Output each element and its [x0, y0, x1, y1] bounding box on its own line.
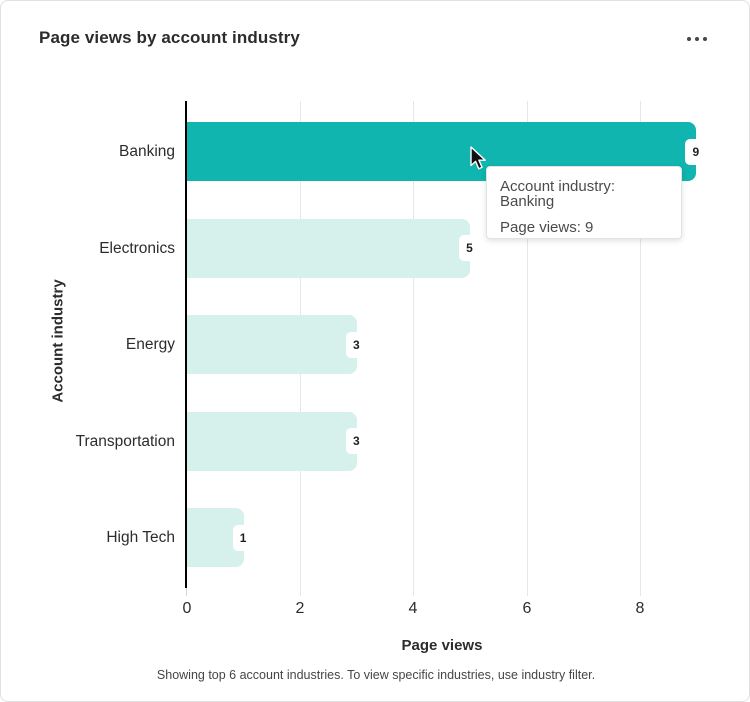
- y-category-label: Energy: [125, 336, 175, 354]
- more-options-button[interactable]: [681, 27, 713, 51]
- x-tick-label: 8: [635, 600, 645, 617]
- bar-electronics[interactable]: [187, 218, 470, 278]
- bar-energy[interactable]: [187, 315, 357, 375]
- chart-footnote: Showing top 6 account industries. To vie…: [156, 668, 596, 682]
- ellipsis-icon: [695, 37, 699, 41]
- y-category-label: Banking: [118, 143, 175, 160]
- x-tick-label: 0: [182, 600, 192, 617]
- x-tick-label: 6: [522, 600, 532, 617]
- bar-value-label: 1: [232, 524, 254, 551]
- bar-transportation[interactable]: [187, 411, 357, 471]
- x-tick-label: 2: [295, 600, 305, 617]
- axis-tick: [186, 588, 187, 596]
- y-category-label: Electronics: [99, 239, 175, 257]
- bar-value-label: 9: [685, 138, 707, 165]
- ellipsis-icon: [703, 37, 707, 41]
- chart-tooltip: Account industry: Banking Page views: 9: [486, 166, 682, 239]
- bar-value-label: 3: [345, 428, 367, 455]
- ellipsis-icon: [687, 37, 691, 41]
- mouse-cursor-icon: [470, 146, 486, 170]
- gridline: [526, 101, 528, 596]
- page-title: Page views by account industry: [39, 28, 300, 47]
- gridline: [639, 101, 641, 596]
- y-category-label: Transportation: [75, 432, 175, 450]
- x-axis-title: Page views: [401, 637, 483, 654]
- y-category-label: High Tech: [106, 529, 175, 547]
- bar-value-label: 3: [345, 331, 367, 358]
- gridline: [412, 101, 414, 596]
- tooltip-value-line: Page views: 9: [500, 219, 594, 236]
- x-tick-label: 4: [408, 600, 418, 617]
- y-axis-line: [185, 101, 187, 588]
- bar-value-label: 5: [459, 235, 480, 262]
- tooltip-category-line: Account industry: Banking: [500, 178, 616, 210]
